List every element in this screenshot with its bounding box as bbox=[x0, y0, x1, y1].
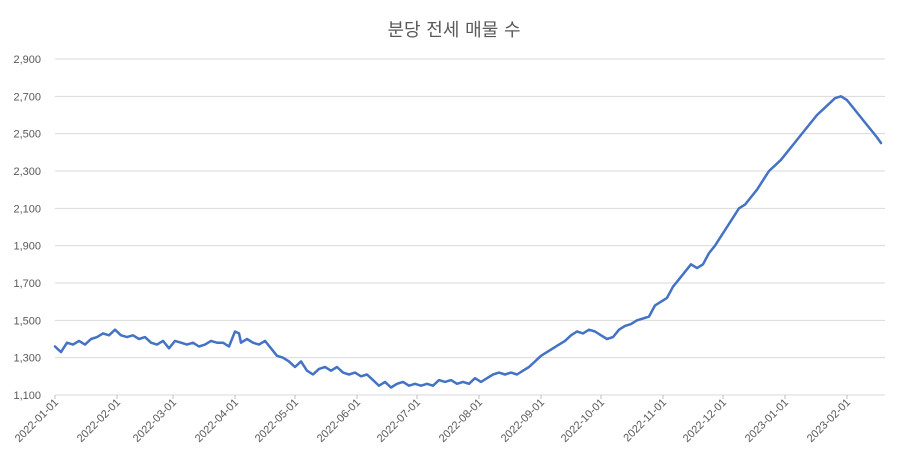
x-tick-label: 2022-04-01 bbox=[193, 397, 241, 445]
x-tick-label: 2022-09-01 bbox=[499, 397, 547, 445]
x-tick-label: 2022-07-01 bbox=[375, 397, 423, 445]
y-tick-label: 2,100 bbox=[13, 203, 41, 215]
series-line bbox=[53, 95, 883, 389]
x-tick-label: 2022-05-01 bbox=[253, 397, 301, 445]
y-tick-label: 1,100 bbox=[13, 390, 41, 402]
y-tick-label: 2,700 bbox=[13, 91, 41, 103]
x-tick-label: 2022-03-01 bbox=[131, 397, 179, 445]
y-tick-label: 2,300 bbox=[13, 166, 41, 178]
x-tick-label: 2022-06-01 bbox=[315, 397, 363, 445]
x-tick-label: 2022-08-01 bbox=[437, 397, 485, 445]
x-tick-label: 2023-02-01 bbox=[805, 397, 853, 445]
x-tick-label: 2022-12-01 bbox=[681, 397, 729, 445]
y-tick-label: 1,500 bbox=[13, 315, 41, 327]
x-tick-label: 2022-02-01 bbox=[75, 397, 123, 445]
y-tick-label: 1,700 bbox=[13, 278, 41, 290]
x-tick-label: 2023-01-01 bbox=[743, 397, 791, 445]
chart-title: 분당 전세 매물 수 bbox=[387, 20, 521, 41]
y-tick-label: 2,500 bbox=[13, 129, 41, 141]
y-tick-label: 1,900 bbox=[13, 241, 41, 253]
x-tick-label: 2022-11-01 bbox=[621, 397, 669, 445]
x-tick-label: 2022-01-01 bbox=[13, 397, 61, 445]
y-tick-label: 2,900 bbox=[13, 54, 41, 66]
y-tick-label: 1,300 bbox=[13, 353, 41, 365]
x-tick-label: 2022-10-01 bbox=[559, 397, 607, 445]
